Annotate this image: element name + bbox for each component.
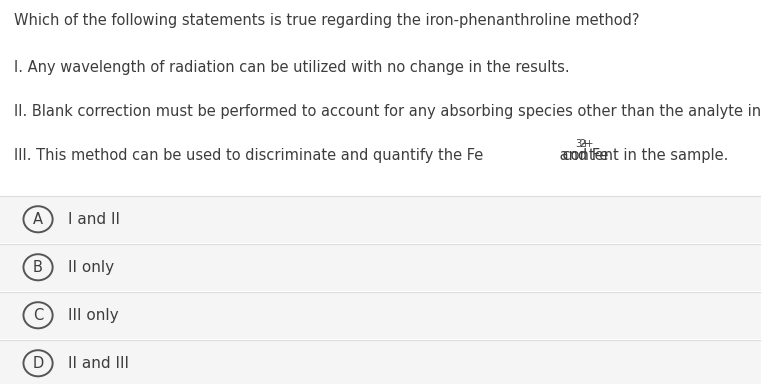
FancyBboxPatch shape <box>0 292 761 339</box>
FancyBboxPatch shape <box>0 196 761 243</box>
Text: III. This method can be used to discriminate and quantify the Fe: III. This method can be used to discrimi… <box>14 148 483 163</box>
Text: content in the sample.: content in the sample. <box>559 148 728 163</box>
Text: Which of the following statements is true regarding the iron-phenanthroline meth: Which of the following statements is tru… <box>14 13 639 28</box>
Text: II. Blank correction must be performed to account for any absorbing species othe: II. Blank correction must be performed t… <box>14 104 761 119</box>
FancyBboxPatch shape <box>0 244 761 291</box>
Text: III only: III only <box>68 308 119 323</box>
Text: II only: II only <box>68 260 115 275</box>
Text: II and III: II and III <box>68 356 129 371</box>
Text: B: B <box>33 260 43 275</box>
Text: I. Any wavelength of radiation can be utilized with no change in the results.: I. Any wavelength of radiation can be ut… <box>14 60 569 74</box>
Text: C: C <box>33 308 43 323</box>
Text: D: D <box>33 356 43 371</box>
Text: 2+: 2+ <box>579 139 594 149</box>
Text: and Fe: and Fe <box>556 148 609 163</box>
Text: I and II: I and II <box>68 212 120 227</box>
Text: A: A <box>33 212 43 227</box>
Text: 3+: 3+ <box>575 139 590 149</box>
FancyBboxPatch shape <box>0 340 761 384</box>
